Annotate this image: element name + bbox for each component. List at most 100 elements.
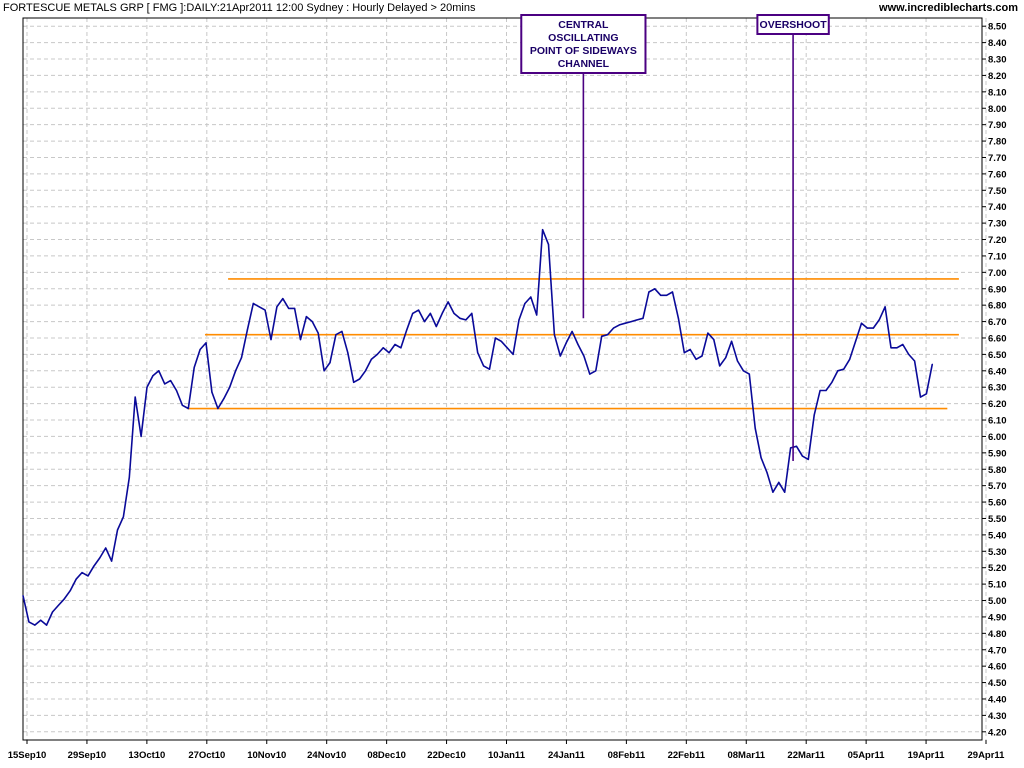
x-tick-label: 05Apr11 (848, 750, 886, 761)
x-tick-label: 22Mar11 (787, 750, 825, 761)
price-point (353, 381, 355, 383)
price-point (211, 391, 213, 393)
price-point (51, 611, 54, 613)
price-point (931, 363, 933, 365)
price-point (654, 288, 656, 290)
price-point (713, 339, 715, 341)
price-point (860, 322, 863, 324)
price-point (902, 343, 904, 346)
price-point (677, 317, 680, 319)
x-tick-label: 29Sep10 (68, 750, 107, 761)
price-point (790, 447, 792, 449)
price-point (181, 404, 184, 406)
price-point (477, 352, 479, 354)
price-point (34, 624, 36, 626)
price-point (595, 370, 597, 372)
price-point (323, 370, 325, 372)
y-tick-label: 4.70 (988, 645, 1007, 656)
x-tick-label: 19Apr11 (908, 750, 946, 761)
price-point (506, 347, 508, 349)
price-point (671, 291, 674, 293)
price-point (813, 414, 815, 416)
y-tick-label: 4.90 (988, 612, 1007, 623)
price-point (642, 317, 644, 319)
price-point (524, 302, 526, 305)
price-point (465, 319, 467, 321)
price-point (660, 294, 662, 296)
chart-header-title: FORTESCUE METALS GRP [ FMG ]:DAILY:21Apr… (3, 2, 476, 14)
price-point (612, 327, 615, 329)
price-point (376, 353, 378, 355)
y-tick-label: 5.10 (988, 580, 1007, 591)
price-point (624, 322, 626, 324)
price-point (294, 307, 296, 310)
price-point (896, 347, 898, 349)
plot-border (22, 17, 983, 741)
y-tick-label: 8.00 (988, 104, 1007, 115)
y-tick-label: 7.70 (988, 153, 1007, 164)
price-point (441, 312, 443, 314)
price-point (423, 320, 426, 323)
price-point (577, 343, 579, 346)
price-point (801, 455, 804, 457)
price-point (648, 291, 650, 293)
price-point (730, 340, 733, 342)
price-point (63, 598, 65, 600)
price-point (795, 445, 798, 447)
y-tick-label: 8.20 (988, 71, 1007, 82)
price-point (347, 352, 349, 354)
price-point (358, 378, 361, 380)
x-tick-label: 10Nov10 (247, 750, 286, 761)
annotation-1: OVERSHOOT (756, 14, 830, 462)
price-point (536, 314, 538, 316)
price-point (925, 393, 928, 395)
price-point (530, 296, 532, 298)
price-point (766, 471, 768, 474)
price-point (400, 347, 402, 349)
y-tick-label: 7.40 (988, 202, 1007, 213)
price-point (382, 347, 384, 349)
y-tick-label: 6.70 (988, 317, 1007, 328)
price-point (683, 352, 685, 354)
price-point (884, 306, 886, 308)
price-point (482, 365, 485, 367)
price-point (630, 320, 632, 323)
price-point (784, 491, 786, 493)
price-point (760, 457, 762, 459)
y-tick-label: 5.00 (988, 596, 1007, 607)
price-point (878, 319, 880, 321)
grid-lines (23, 18, 987, 740)
x-tick-label: 27Oct10 (188, 750, 225, 761)
price-point (589, 373, 591, 375)
price-point (459, 317, 461, 319)
price-point (229, 386, 231, 388)
price-point (843, 368, 845, 370)
price-point (158, 370, 160, 372)
price-point (134, 396, 136, 398)
price-point (69, 590, 71, 592)
y-tick-label: 4.80 (988, 629, 1007, 640)
price-point (736, 360, 739, 362)
y-tick-label: 7.60 (988, 169, 1007, 180)
price-point (837, 370, 839, 372)
price-point (329, 361, 331, 364)
price-point (831, 381, 833, 383)
y-tick-label: 8.50 (988, 22, 1007, 33)
price-point (57, 604, 60, 607)
price-point (276, 306, 278, 308)
price-point (807, 458, 809, 461)
y-tick-label: 7.20 (988, 235, 1007, 246)
price-point (618, 324, 620, 326)
price-point (890, 347, 892, 349)
price-point (601, 335, 603, 337)
price-point (187, 407, 189, 410)
price-point (866, 327, 868, 329)
price-point (872, 327, 874, 329)
price-point (146, 386, 148, 388)
y-tick-label: 7.50 (988, 186, 1007, 197)
y-tick-label: 8.30 (988, 55, 1007, 66)
y-tick-label: 7.80 (988, 137, 1007, 148)
y-tick-label: 6.60 (988, 333, 1007, 344)
